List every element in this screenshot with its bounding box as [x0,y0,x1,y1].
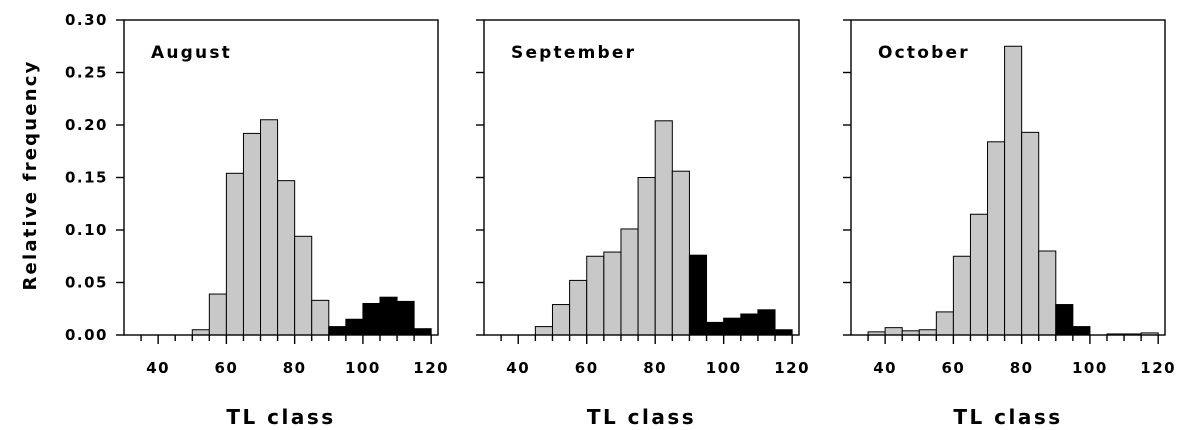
bar-september-9 [688,254,708,336]
bar-august-10 [362,303,381,336]
bar-august-3 [242,132,262,336]
panels: 0.00 0.05 0.10 0.15 0.20 0.25 0.30 40 60 80 100 120… [65,11,1176,429]
x-tick-label: 60 [575,359,599,377]
x-axis-label: TL class [587,405,696,429]
bar-august-0 [191,329,210,336]
y-axis-title: Relative frequency [20,59,41,290]
bar-october-7 [987,141,1006,336]
bar-august-11 [379,296,398,336]
bar-september-14 [774,329,793,336]
bar-august-1 [208,293,227,336]
bar-september-6 [637,177,656,336]
bar-october-8 [1004,45,1023,336]
bar-august-2 [225,172,244,336]
bar-august-5 [277,180,296,336]
x-tick-label: 40 [506,359,530,377]
bar-august-4 [260,119,279,336]
bar-august-13 [413,328,432,336]
bar-october-6 [969,213,989,336]
bar-october-11 [1055,304,1074,336]
bar-october-9 [1021,131,1040,336]
x-tick-label: 100 [706,359,742,377]
bar-october-12 [1072,326,1091,336]
bar-october-5 [952,255,971,336]
bar-september-13 [757,309,776,336]
panel-october: 40 60 80 100 120 October TL class [843,19,1176,429]
x-tick-label: 60 [214,359,238,377]
x-tick-label: 120 [1140,359,1176,377]
bar-august-9 [345,318,364,336]
bar-august-8 [328,326,347,336]
panel-august: 0.00 0.05 0.10 0.15 0.20 0.25 0.30 40 60 80 100 120… [65,11,449,429]
y-axis-label: Relative frequency [20,59,41,290]
x-axis-label: TL class [953,405,1062,429]
y-tick-label: 0.20 [65,116,108,134]
bar-october-3 [918,329,937,336]
month-label: October [878,43,970,63]
bar-august-12 [396,300,415,336]
x-tick-label: 60 [941,359,965,377]
bar-september-10 [706,321,725,336]
x-axis-label: TL class [226,405,335,429]
bar-september-5 [620,228,639,336]
bar-august-7 [311,299,330,336]
x-tick-label: 120 [413,359,449,377]
bar-september-4 [603,251,622,336]
x-tick-label: 120 [774,359,810,377]
x-tick-label: 100 [1072,359,1108,377]
x-tick-label: 80 [1010,359,1034,377]
month-label: August [151,43,232,63]
y-tick-label: 0.05 [65,274,108,292]
y-tick-label: 0.15 [65,169,108,187]
x-tick-label: 40 [873,359,897,377]
y-tick-label: 0.25 [65,64,108,82]
y-tick-label: 0.00 [65,326,108,344]
panel-september: 40 60 80 100 120 September TL class [476,19,810,429]
x-tick-label: 80 [283,359,307,377]
bar-august-6 [294,235,313,336]
month-label: September [511,43,636,63]
bar-september-7 [654,120,673,336]
y-tick-label: 0.10 [65,221,108,239]
bar-october-10 [1038,250,1057,336]
bar-september-2 [569,279,588,336]
bar-september-12 [740,313,759,336]
bar-september-11 [723,317,742,336]
bar-september-3 [586,255,605,336]
x-tick-label: 100 [345,359,381,377]
x-tick-label: 40 [146,359,170,377]
x-tick-label: 80 [643,359,667,377]
bar-september-8 [671,170,690,336]
bar-october-4 [935,311,954,336]
bar-october-1 [884,327,903,336]
bar-september-1 [551,304,571,336]
bar-september-0 [534,326,553,336]
y-tick-label: 0.30 [65,11,108,29]
